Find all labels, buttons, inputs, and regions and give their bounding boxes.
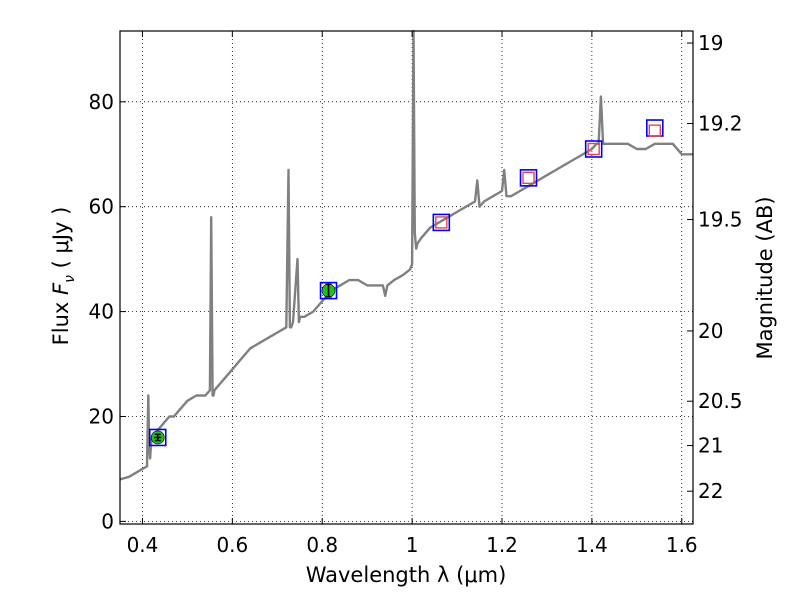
x-axis-label: Wavelength λ (μm) xyxy=(306,563,507,587)
red-square-marker xyxy=(587,142,600,156)
blue-square-marker xyxy=(319,281,338,300)
spectrum-line xyxy=(119,29,693,481)
spectrum-series xyxy=(119,29,693,481)
y-axis-label-prefix: Flux xyxy=(49,295,73,345)
blue-square-marker xyxy=(148,428,167,447)
x-tick-label: 0.6 xyxy=(216,533,248,557)
y-tick-label: 20 xyxy=(89,404,114,428)
x-tick-label: 1 xyxy=(406,533,419,557)
magnitude-tick-label: 20.5 xyxy=(698,389,743,413)
y-axis-label-suffix: ( μJy ) xyxy=(49,207,73,275)
y-tick-label: 40 xyxy=(89,300,114,324)
plot-frame xyxy=(119,30,694,525)
grid-lines xyxy=(120,31,693,524)
blue-square-marker xyxy=(519,169,538,187)
x-tick-label: 0.4 xyxy=(127,533,159,557)
photometry-points xyxy=(148,119,664,447)
x-tick-label: 1.6 xyxy=(666,533,698,557)
magnitude-tick-label: 20 xyxy=(698,319,723,343)
y-tick-label: 80 xyxy=(89,90,114,114)
y-tick-label: 0 xyxy=(101,509,114,533)
red-square-marker xyxy=(648,124,661,137)
red-square-marker xyxy=(435,216,448,229)
y-axis-label-subscript: ν xyxy=(62,275,78,283)
y-axis-label: Flux Fν ( μJy ) xyxy=(49,207,78,346)
magnitude-tick-label: 22 xyxy=(698,479,723,503)
magnitude-axis-label: Magnitude (AB) xyxy=(753,196,777,359)
axis-ticks: 0.4 0.6 0.8 1 1.2 1.4 1.6 0 20 40 60 80 19 19.2 19.5 20… xyxy=(89,31,743,557)
x-tick-label: 1.2 xyxy=(486,533,518,557)
magnitude-tick-label: 19.2 xyxy=(698,112,743,136)
x-tick-label: 0.8 xyxy=(306,533,338,557)
blue-square-marker xyxy=(584,140,603,158)
magnitude-tick-label: 19 xyxy=(698,31,723,55)
red-square-marker xyxy=(522,171,535,185)
x-tick-label: 1.4 xyxy=(576,533,608,557)
y-tick-label: 60 xyxy=(89,195,114,219)
magnitude-tick-label: 21 xyxy=(698,434,723,458)
magnitude-tick-label: 19.5 xyxy=(698,208,743,232)
y-axis-label-symbol: F xyxy=(49,282,73,295)
blue-square-marker xyxy=(432,213,451,232)
